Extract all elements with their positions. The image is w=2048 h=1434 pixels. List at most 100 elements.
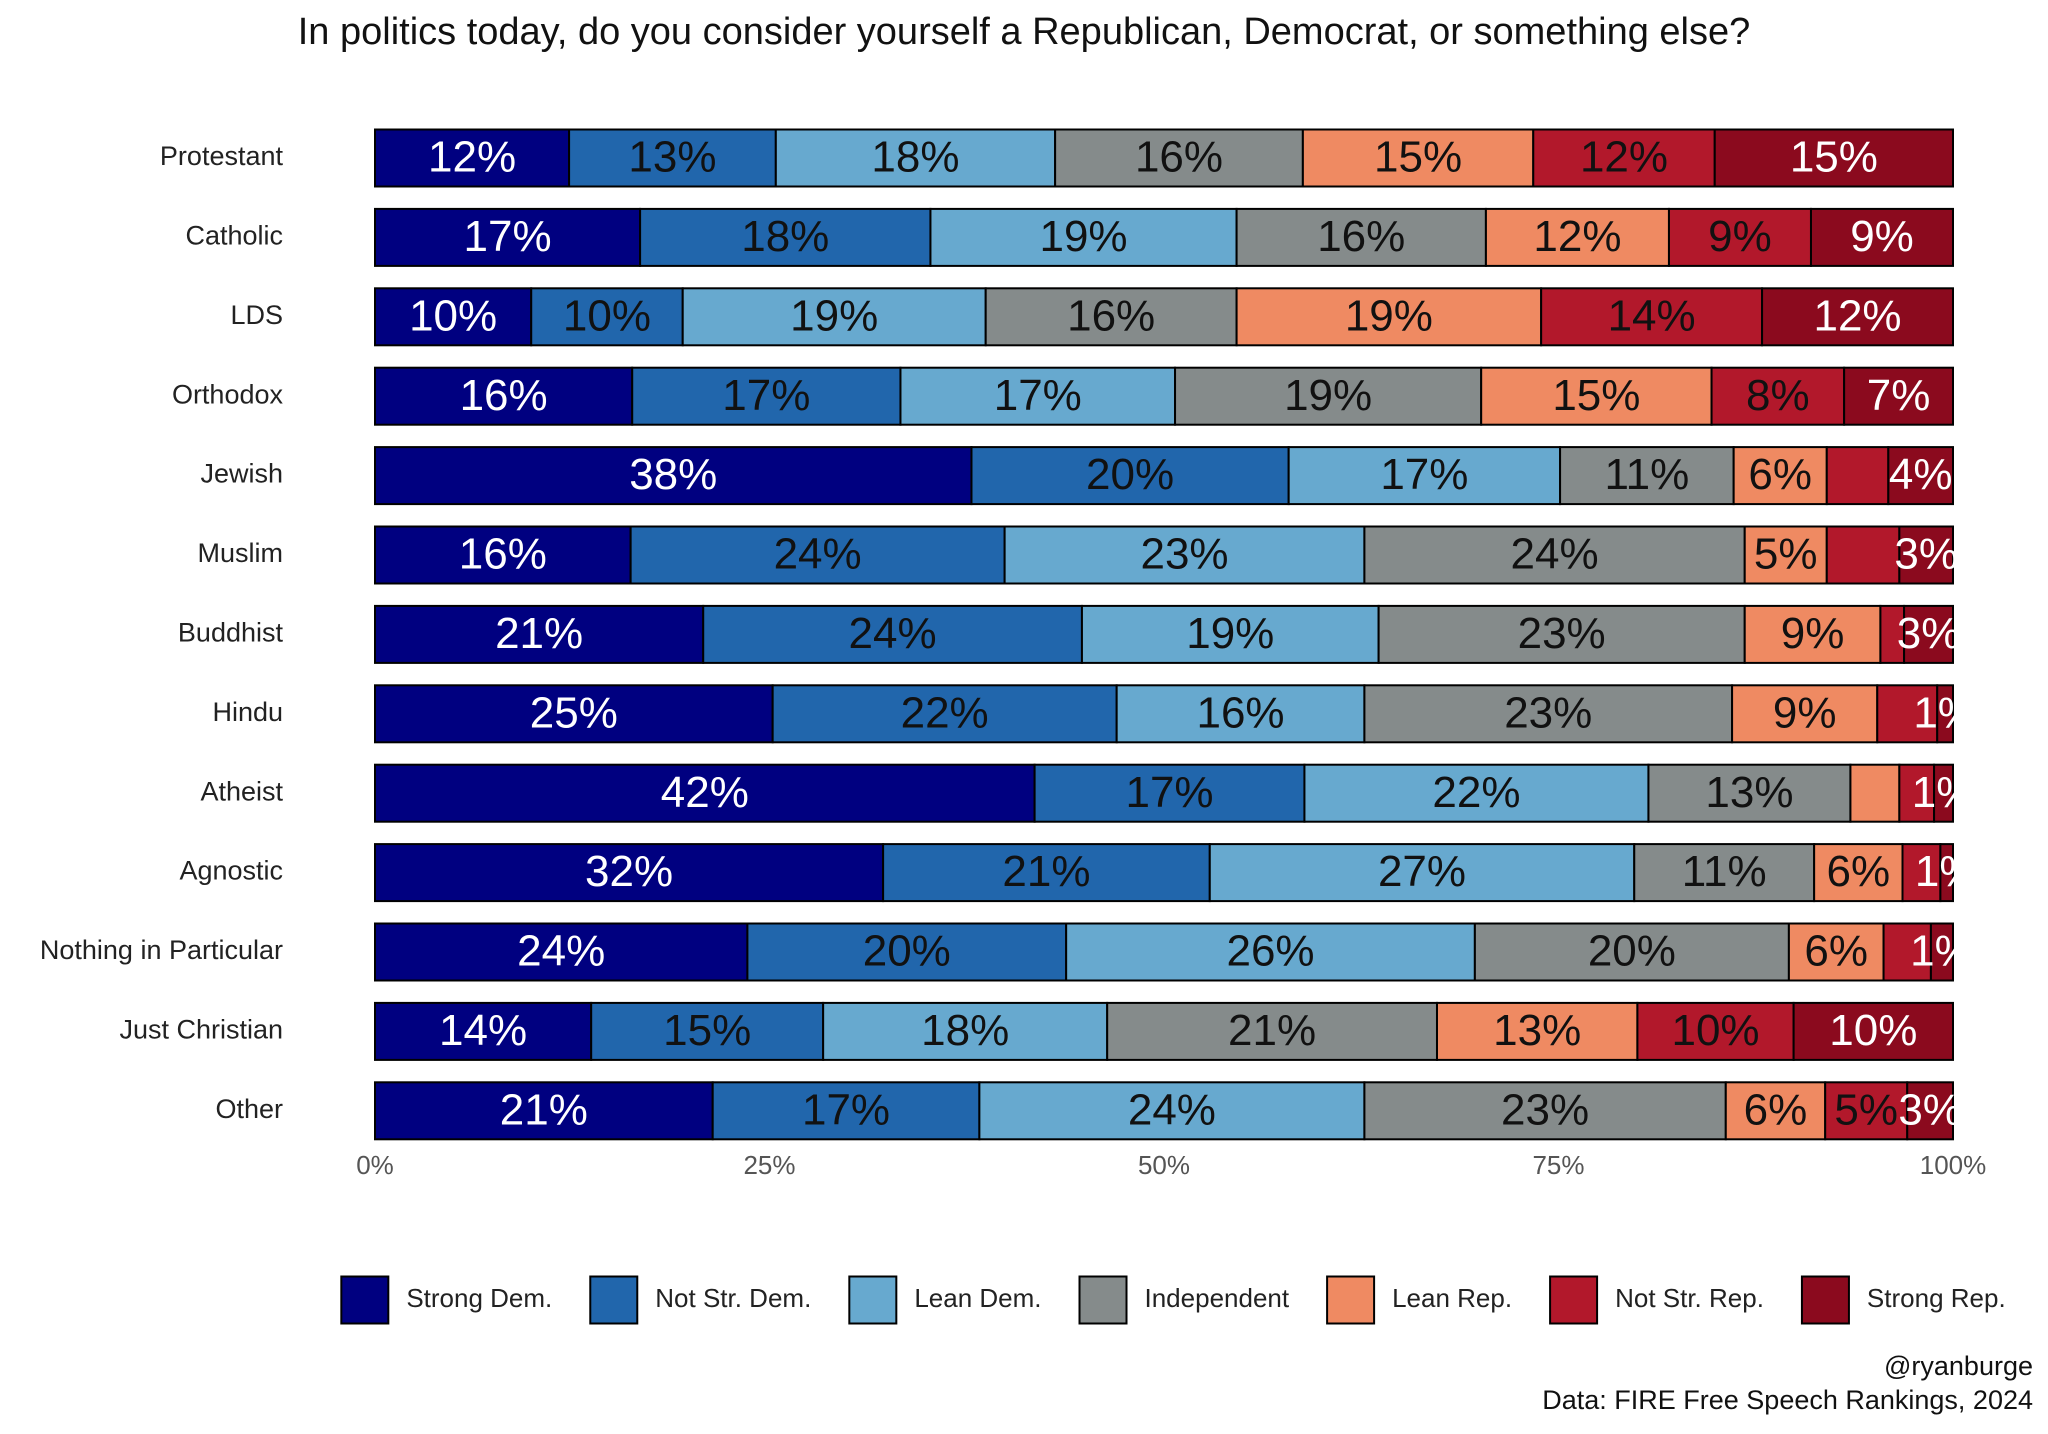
data-label: 16% <box>459 530 547 579</box>
data-label: 17% <box>994 371 1082 420</box>
legend-item: Independent <box>1078 1275 1290 1325</box>
bar-segment <box>702 604 1083 664</box>
legend-swatch <box>848 1275 898 1325</box>
data-label: 5% <box>1834 1085 1898 1134</box>
data-label: 22% <box>1432 768 1520 817</box>
data-label: 16% <box>1067 291 1155 340</box>
legend-label: Independent <box>1145 1283 1290 1313</box>
bar-segment <box>374 446 973 506</box>
data-label: 9% <box>1773 688 1837 737</box>
bar-segment <box>374 922 749 982</box>
data-label: 15% <box>1552 371 1640 420</box>
bar-segment <box>590 1001 825 1061</box>
data-label: 20% <box>1588 927 1676 976</box>
bar-segment <box>774 128 1057 188</box>
legend-swatch <box>1078 1275 1128 1325</box>
bar-segment <box>530 287 684 347</box>
data-label: 4% <box>1889 450 1953 499</box>
data-label: 23% <box>1504 688 1592 737</box>
bar-segment <box>1633 843 1816 903</box>
bar-segment <box>1435 1001 1639 1061</box>
data-label: 11% <box>1604 450 1689 499</box>
data-label: 24% <box>517 927 605 976</box>
bar-segment <box>1303 763 1650 823</box>
legend-item: Lean Dem. <box>848 1275 1042 1325</box>
bar-segment <box>1363 684 1734 744</box>
y-tick-label: Nothing in Particular <box>40 935 283 965</box>
bar-segment <box>1033 763 1306 823</box>
data-label: 11% <box>1682 847 1767 896</box>
legend-item: Not Str. Rep. <box>1549 1275 1764 1325</box>
data-label: 24% <box>1511 530 1599 579</box>
bar-segment <box>374 843 885 903</box>
bar-segment <box>1208 843 1636 903</box>
bar-segment <box>1792 1001 1954 1061</box>
legend-item: Not Str. Dem. <box>589 1275 811 1325</box>
data-label: 1% <box>1912 768 1976 817</box>
data-label: 12% <box>1813 291 1901 340</box>
data-label: 42% <box>661 768 749 817</box>
bar-segment <box>771 684 1118 744</box>
data-label: 10% <box>563 291 651 340</box>
data-label: 17% <box>1125 768 1213 817</box>
data-label: 6% <box>1827 847 1891 896</box>
data-label: 9% <box>1708 212 1772 261</box>
data-label: 13% <box>628 133 716 182</box>
bar-segment <box>374 366 634 426</box>
bar-segment <box>1843 366 1955 426</box>
legend-label: Lean Dem. <box>914 1283 1041 1313</box>
bar-segment <box>1903 604 1955 664</box>
data-label: 6% <box>1744 1085 1808 1134</box>
bar-segment <box>1636 1001 1795 1061</box>
data-label: 1% <box>1910 927 1974 976</box>
bar-segment <box>1825 525 1901 585</box>
legend-item: Strong Dem. <box>340 1275 552 1325</box>
data-label: 3% <box>1894 530 1958 579</box>
bar-segment <box>1287 446 1562 506</box>
data-label: 20% <box>863 927 951 976</box>
y-tick-label: Catholic <box>185 221 283 251</box>
data-label: 24% <box>849 609 937 658</box>
x-tick-label: 100% <box>1920 1150 1987 1180</box>
bar-segment <box>1235 287 1543 347</box>
y-tick-label: Agnostic <box>179 856 283 886</box>
data-label: 23% <box>1518 609 1606 658</box>
data-label: 13% <box>1705 768 1793 817</box>
data-label: 19% <box>1284 371 1372 420</box>
data-label: 21% <box>1002 847 1090 896</box>
bar-segment <box>822 1001 1109 1061</box>
data-label: 16% <box>1135 133 1223 182</box>
data-label: 18% <box>921 1006 1009 1055</box>
data-label: 27% <box>1378 847 1466 896</box>
data-label: 12% <box>1580 133 1668 182</box>
data-label: 21% <box>495 609 583 658</box>
data-label: 6% <box>1804 927 1868 976</box>
data-label: 15% <box>1790 133 1878 182</box>
bar-segment <box>1743 604 1882 664</box>
bar-segment <box>1363 1081 1727 1141</box>
plot-area: 12% 13% 18% 16% 15% 12% 15%17% 18% 19% 16% 12% 9% 9%… <box>374 128 1976 1141</box>
y-tick-label: Hindu <box>212 697 283 727</box>
data-label: 9% <box>1781 609 1845 658</box>
bar-segment <box>1876 684 1939 744</box>
bar-segment <box>629 525 1006 585</box>
bar-segment <box>374 128 571 188</box>
data-label: 7% <box>1867 371 1931 420</box>
data-label: 5% <box>1754 530 1818 579</box>
bar-segment <box>681 287 987 347</box>
data-label: 13% <box>1493 1006 1581 1055</box>
legend-label: Strong Dem. <box>406 1283 552 1313</box>
data-label: 16% <box>1317 212 1405 261</box>
legend-label: Not Str. Dem. <box>655 1283 811 1313</box>
x-tick-label: 50% <box>1138 1150 1190 1180</box>
data-label: 15% <box>1374 133 1462 182</box>
bar-segment <box>929 207 1238 267</box>
data-label: 38% <box>629 450 717 499</box>
bar-segment <box>1484 207 1670 267</box>
bar-segment <box>1906 1081 1955 1141</box>
y-tick-label: Orthodox <box>172 379 284 409</box>
y-tick-label: LDS <box>230 300 283 330</box>
bar-segment <box>1825 446 1890 506</box>
bar-segment <box>1713 128 1955 188</box>
bar-segment <box>1115 684 1366 744</box>
